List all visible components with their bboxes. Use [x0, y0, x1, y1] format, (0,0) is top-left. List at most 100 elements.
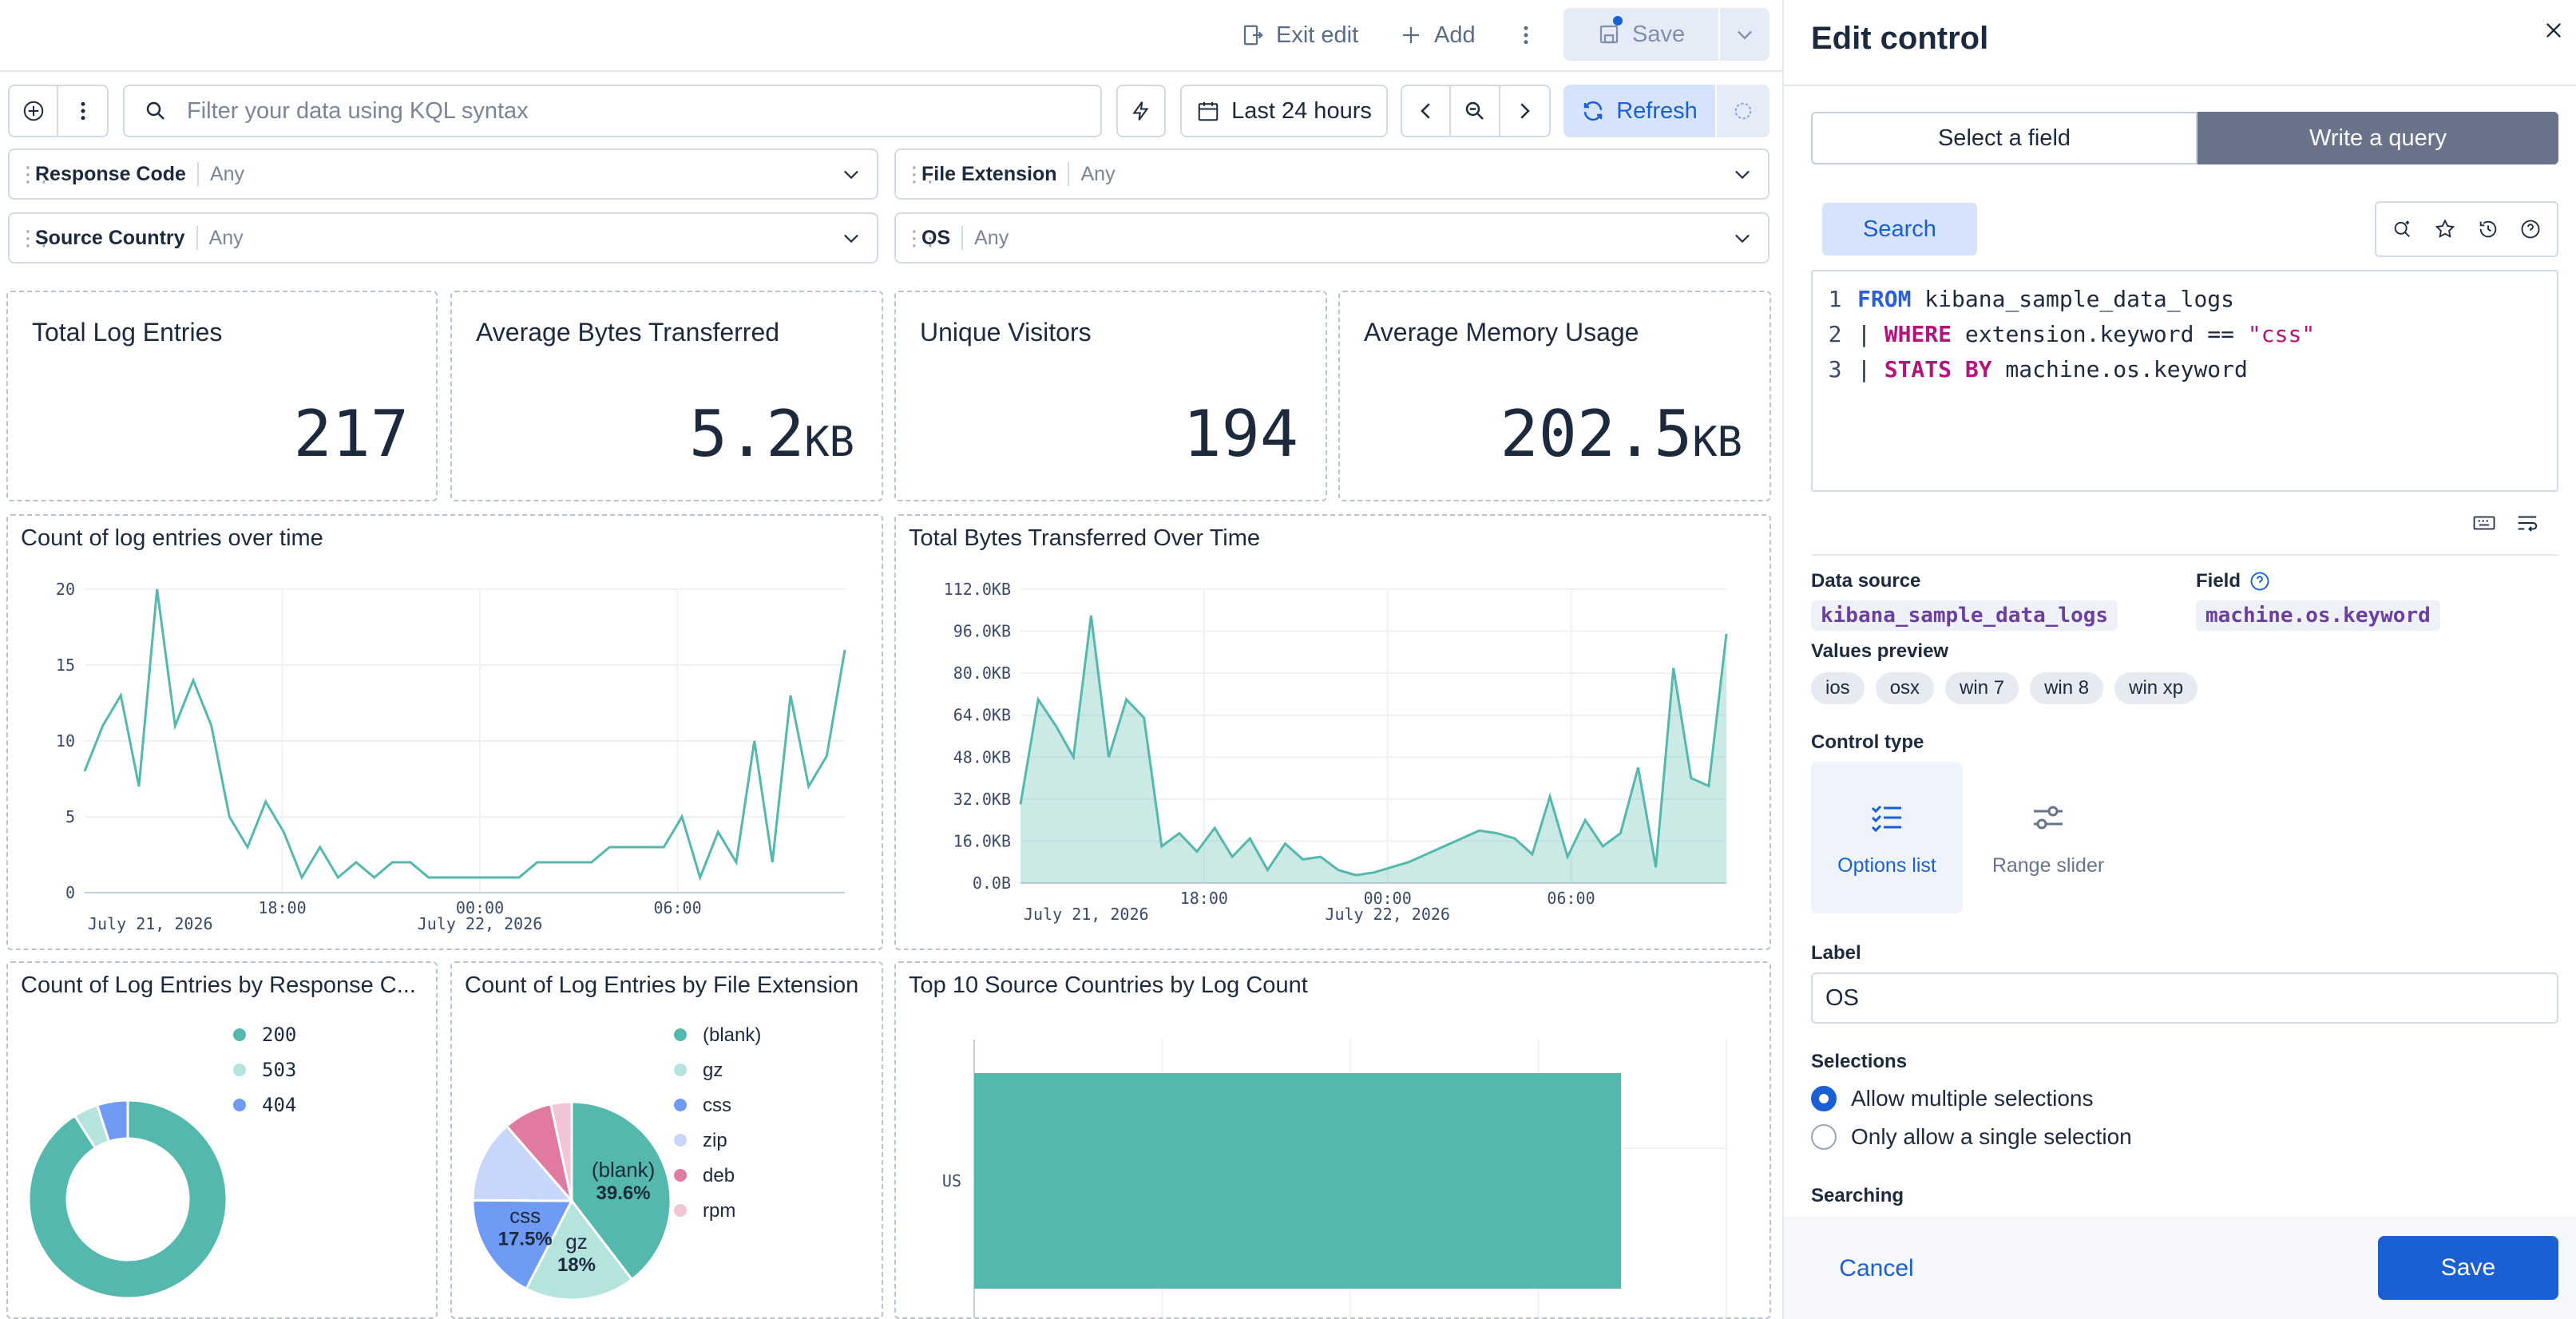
add-button[interactable]: Add [1399, 13, 1476, 57]
x-tick-label: July 22, 2026 [1325, 905, 1450, 924]
y-tick-label: 16.0KB [953, 831, 1011, 850]
allow-multiple-label: Allow multiple selections [1851, 1086, 2094, 1111]
chart-panel-response-code[interactable]: Count of Log Entries by Response C... 20… [6, 961, 438, 1319]
bar[interactable] [974, 1073, 1622, 1289]
metric-title: Average Memory Usage [1364, 318, 1639, 347]
close-button[interactable] [2538, 14, 2570, 46]
legend-swatch [233, 1099, 246, 1111]
control-file-extension[interactable]: ⋮⋮ File Extension Any [894, 149, 1770, 200]
chart-panel-file-extension[interactable]: Count of Log Entries by File Extension (… [450, 961, 883, 1319]
legend-label[interactable]: 404 [262, 1094, 296, 1116]
search-tab-button[interactable]: Search [1822, 203, 1977, 255]
chart-panel-bytes-over-time[interactable]: Total Bytes Transferred Over Time 112.0K… [894, 514, 1771, 950]
x-tick-label: 00:00 [456, 898, 504, 917]
legend-label[interactable]: 503 [262, 1059, 296, 1081]
metric-title: Average Bytes Transferred [476, 318, 780, 347]
legend-label[interactable]: gz [703, 1060, 723, 1081]
slider-icon [2034, 806, 2063, 829]
history-button[interactable] [2471, 212, 2506, 247]
help-button[interactable] [2513, 212, 2548, 247]
query-editor[interactable]: 1 FROM kibana_sample_data_logs 2 | WHERE e… [1811, 270, 2558, 492]
control-response-code[interactable]: ⋮⋮ Response Code Any [8, 149, 878, 200]
keyboard-shortcuts-button[interactable] [2472, 511, 2496, 539]
auto-refresh-button[interactable] [1717, 85, 1770, 137]
legend-label[interactable]: zip [703, 1130, 727, 1151]
search-icon [146, 101, 164, 120]
tab-select-field[interactable]: Select a field [1811, 112, 2198, 164]
y-tick-label: 48.0KB [953, 747, 1011, 766]
control-label: OS [921, 226, 964, 250]
unsaved-indicator [1613, 16, 1623, 26]
time-range-picker[interactable]: Last 24 hours [1180, 85, 1388, 137]
control-source-country[interactable]: ⋮⋮ Source Country Any [8, 212, 878, 263]
metric-panel-unique-visitors[interactable]: Unique Visitors 194 [894, 291, 1327, 501]
quick-actions-button[interactable] [1116, 85, 1166, 137]
drag-handle-icon[interactable]: ⋮⋮ [18, 161, 54, 186]
metric-value: 194 [1183, 397, 1299, 471]
control-value: Any [974, 226, 1009, 249]
x-tick-label: 18:00 [1180, 889, 1228, 908]
save-options-button[interactable] [1720, 8, 1770, 61]
y-tick-label: 112.0KB [944, 580, 1011, 599]
legend-label[interactable]: 200 [262, 1024, 296, 1046]
exit-edit-label: Exit edit [1276, 22, 1359, 48]
chart-panel-log-entries-over-time[interactable]: Count of log entries over time 20 15 10 5 0 J… [6, 514, 883, 950]
add-filter-button[interactable] [10, 86, 59, 136]
y-tick-label: 10 [56, 731, 75, 751]
legend-swatch [674, 1134, 687, 1147]
drag-handle-icon[interactable]: ⋮⋮ [904, 225, 941, 250]
category-label: US [942, 1171, 961, 1190]
help-icon[interactable] [2249, 570, 2271, 592]
zoom-out-button[interactable] [1451, 86, 1500, 136]
list-icon [1871, 805, 1901, 832]
slice-label: (blank) [592, 1158, 655, 1182]
radio-checked[interactable] [1811, 1086, 1837, 1111]
kql-search-input[interactable]: Filter your data using KQL syntax [123, 85, 1102, 137]
legend-label[interactable]: css [703, 1095, 731, 1116]
legend-label[interactable]: rpm [703, 1200, 735, 1222]
previous-time-button[interactable] [1402, 86, 1452, 136]
star-button[interactable] [2427, 212, 2463, 247]
range-slider-option[interactable]: Range slider [1972, 762, 2124, 913]
data-source-badge: kibana_sample_data_logs [1811, 600, 2118, 631]
next-time-button[interactable] [1500, 86, 1549, 136]
chart-panel-top-countries[interactable]: Top 10 Source Countries by Log Count US [894, 961, 1771, 1319]
drag-handle-icon[interactable]: ⋮⋮ [904, 161, 941, 186]
legend-swatch [233, 1028, 246, 1041]
radio-unchecked[interactable] [1811, 1124, 1837, 1150]
more-options-button[interactable] [1514, 13, 1538, 57]
exit-edit-button[interactable]: Exit edit [1241, 13, 1358, 57]
control-os[interactable]: ⋮⋮ OS Any [894, 212, 1770, 263]
tab-write-query[interactable]: Write a query [2198, 112, 2558, 164]
y-tick-label: 20 [56, 580, 75, 599]
pie-slice [549, 1100, 573, 1202]
save-label: Save [1632, 21, 1686, 47]
control-value: Any [208, 226, 244, 249]
label-input[interactable]: OS [1811, 972, 2558, 1024]
metric-title: Total Log Entries [32, 318, 223, 347]
keyboard-icon [2473, 516, 2495, 530]
metric-panel-average-memory[interactable]: Average Memory Usage 202.5KB [1338, 291, 1771, 501]
query-menu-button[interactable] [58, 86, 107, 136]
add-label: Add [1434, 22, 1476, 48]
cancel-button[interactable]: Cancel [1839, 1255, 1914, 1281]
chevron-right-icon [1520, 103, 1531, 119]
metric-panel-total-log-entries[interactable]: Total Log Entries 217 [6, 291, 438, 501]
x-tick-label: 00:00 [1364, 889, 1412, 908]
legend-label[interactable]: (blank) [703, 1024, 761, 1046]
metric-panel-average-bytes[interactable]: Average Bytes Transferred 5.2KB [450, 291, 883, 501]
save-dashboard-button[interactable]: Save [1563, 8, 1718, 61]
wrap-text-button[interactable] [2515, 511, 2539, 539]
drag-handle-icon[interactable]: ⋮⋮ [18, 225, 54, 250]
single-selection-radio[interactable]: Only allow a single selection [1811, 1124, 2132, 1150]
options-list-option[interactable]: Options list [1811, 762, 1963, 913]
legend-label[interactable]: deb [703, 1165, 735, 1186]
pie-slice [471, 1198, 574, 1291]
metric-value: 217 [293, 397, 410, 471]
ai-assistant-button[interactable] [2385, 212, 2420, 247]
legend-swatch [233, 1064, 246, 1076]
refresh-button[interactable]: Refresh [1563, 85, 1715, 137]
save-button[interactable]: Save [2378, 1236, 2558, 1300]
edit-control-flyout: Edit control Select a field Write a quer… [1782, 0, 2576, 1319]
allow-multiple-radio[interactable]: Allow multiple selections [1811, 1086, 2093, 1111]
